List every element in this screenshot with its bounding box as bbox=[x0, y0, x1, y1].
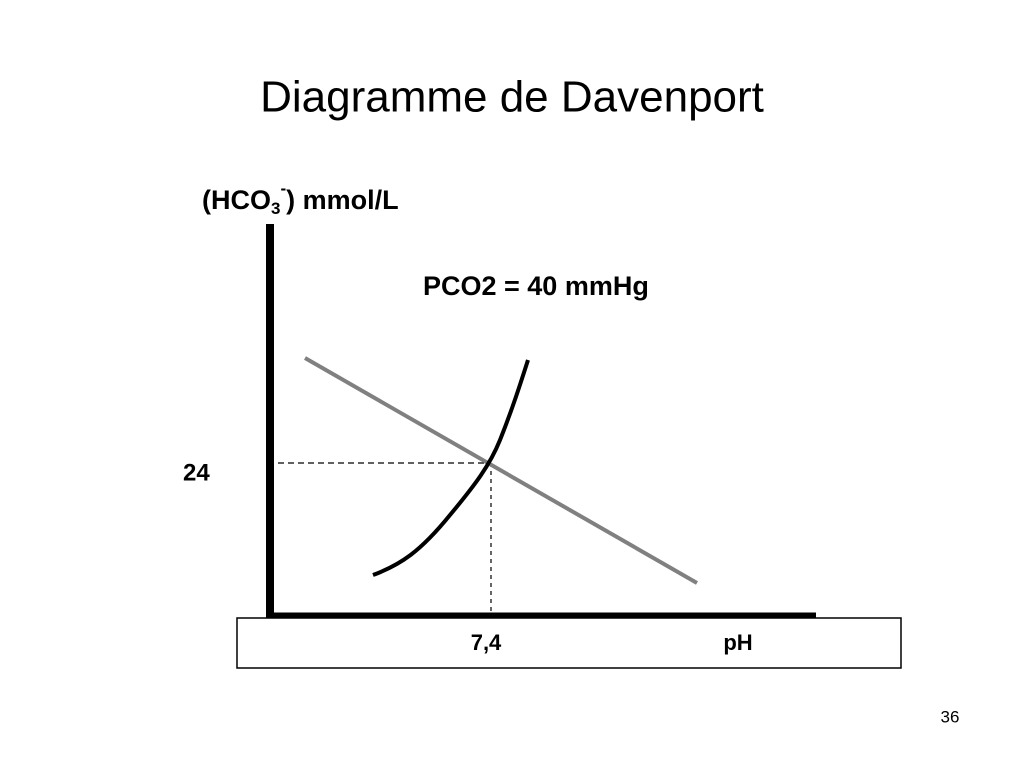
x-tick-label: 7,4 bbox=[471, 630, 502, 655]
slide-title: Diagramme de Davenport bbox=[260, 73, 764, 122]
y-label-rest: ) mmol/L bbox=[286, 185, 399, 215]
annotation: PCO2 = 40 mmHg bbox=[423, 271, 649, 301]
isobar-curve bbox=[372, 359, 530, 577]
x-axis-label: pH bbox=[723, 630, 752, 655]
page-number: 36 bbox=[941, 707, 960, 726]
buffer-line bbox=[304, 356, 698, 585]
y-label-sup: - bbox=[280, 179, 286, 198]
y-label-main: (HCO bbox=[202, 185, 271, 215]
y-label-sub: 3 bbox=[271, 199, 280, 218]
x-label-box bbox=[236, 617, 902, 669]
y-axis-label: (HCO3-) mmol/L bbox=[202, 179, 399, 218]
y-tick-label: 24 bbox=[183, 459, 210, 486]
